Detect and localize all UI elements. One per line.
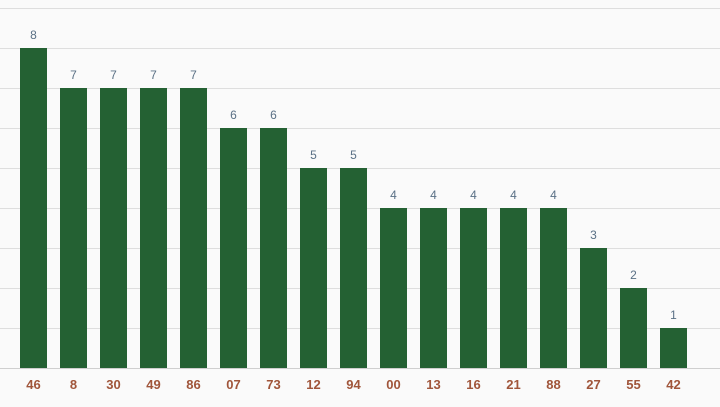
bar-8 — [60, 88, 87, 368]
category-label-94: 94 — [346, 377, 361, 392]
category-label-86: 86 — [186, 377, 200, 392]
bar-86 — [180, 88, 207, 368]
category-labels: 46 8 30 49 86 07 73 12 94 00 13 16 21 88 27 55 42 — [26, 377, 680, 392]
category-label-00: 00 — [386, 377, 400, 392]
value-label-88: 4 — [550, 188, 557, 202]
bar-21 — [500, 208, 527, 368]
value-label-49: 7 — [150, 68, 157, 82]
category-label-13: 13 — [426, 377, 440, 392]
value-label-94: 5 — [350, 148, 357, 162]
value-label-13: 4 — [430, 188, 437, 202]
value-label-27: 3 — [590, 228, 597, 242]
category-label-46: 46 — [26, 377, 40, 392]
value-label-12: 5 — [310, 148, 317, 162]
value-label-8: 7 — [70, 68, 77, 82]
category-label-12: 12 — [306, 377, 320, 392]
bar-46 — [20, 48, 47, 368]
value-label-00: 4 — [390, 188, 397, 202]
bar-00 — [380, 208, 407, 368]
bar-73 — [260, 128, 287, 368]
value-labels: 8 7 7 7 7 6 6 5 5 4 4 4 4 4 3 2 1 — [30, 28, 677, 322]
bar-94 — [340, 168, 367, 368]
bar-88 — [540, 208, 567, 368]
category-label-27: 27 — [586, 377, 600, 392]
value-label-46: 8 — [30, 28, 37, 42]
bar-30 — [100, 88, 127, 368]
category-label-21: 21 — [506, 377, 520, 392]
category-label-07: 07 — [226, 377, 240, 392]
bar-27 — [580, 248, 607, 368]
bar-07 — [220, 128, 247, 368]
bar-55 — [620, 288, 647, 368]
category-label-30: 30 — [106, 377, 120, 392]
category-label-73: 73 — [266, 377, 280, 392]
value-label-73: 6 — [270, 108, 277, 122]
value-label-55: 2 — [630, 268, 637, 282]
value-label-86: 7 — [190, 68, 197, 82]
bar-42 — [660, 328, 687, 368]
value-label-16: 4 — [470, 188, 477, 202]
category-label-8: 8 — [70, 377, 77, 392]
value-label-07: 6 — [230, 108, 237, 122]
category-label-16: 16 — [466, 377, 480, 392]
bars — [20, 48, 687, 368]
category-label-55: 55 — [626, 377, 640, 392]
category-label-49: 49 — [146, 377, 160, 392]
category-label-88: 88 — [546, 377, 560, 392]
bar-16 — [460, 208, 487, 368]
value-label-21: 4 — [510, 188, 517, 202]
bar-12 — [300, 168, 327, 368]
value-label-30: 7 — [110, 68, 117, 82]
bar-13 — [420, 208, 447, 368]
bar-49 — [140, 88, 167, 368]
category-label-42: 42 — [666, 377, 680, 392]
value-label-42: 1 — [670, 308, 677, 322]
